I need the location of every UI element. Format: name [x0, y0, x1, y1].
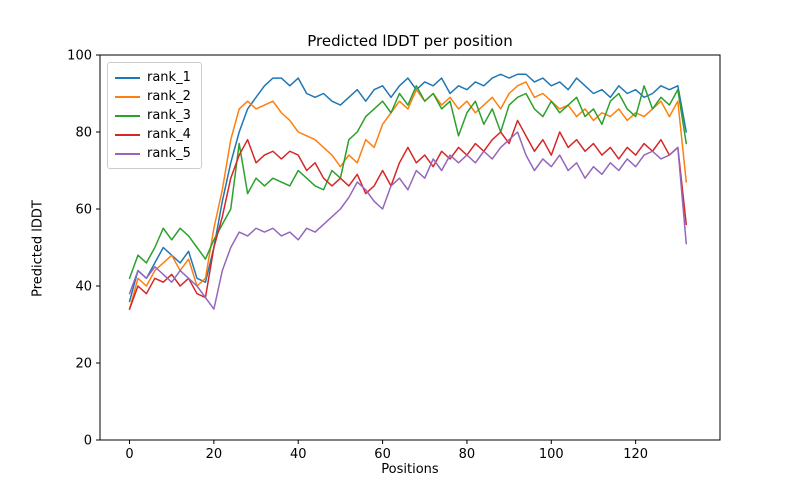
legend-label: rank_4 — [147, 127, 191, 142]
y-tick-label: 100 — [67, 49, 92, 64]
legend-swatch — [115, 114, 140, 117]
legend-label: rank_1 — [147, 70, 191, 85]
legend-label: rank_5 — [147, 146, 191, 161]
x-tick-label: 60 — [374, 447, 391, 462]
y-tick-label: 80 — [75, 126, 92, 141]
legend-swatch — [115, 95, 140, 98]
legend-label: rank_3 — [147, 108, 191, 123]
series-line-rank_3 — [128, 85, 688, 280]
legend-item: rank_1 — [115, 68, 191, 87]
x-axis-label: Positions — [381, 462, 439, 477]
y-tick-label: 20 — [75, 357, 92, 372]
legend-label: rank_2 — [147, 89, 191, 104]
y-axis-label: Predicted lDDT — [30, 200, 46, 297]
x-tick-label: 0 — [125, 447, 133, 462]
x-tick-label: 120 — [623, 447, 648, 462]
series-line-rank_2 — [128, 81, 688, 310]
x-tick-label: 80 — [459, 447, 476, 462]
y-tick-label: 0 — [84, 434, 92, 449]
chart-title: Predicted lDDT per position — [307, 32, 513, 50]
legend-item: rank_2 — [115, 87, 191, 106]
legend: rank_1 rank_2 rank_3 rank_4 rank_5 — [107, 62, 202, 169]
legend-item: rank_4 — [115, 125, 191, 144]
axes-frame — [99, 54, 721, 441]
x-tick-label: 40 — [290, 447, 307, 462]
x-tick-label: 100 — [539, 447, 564, 462]
x-tick-label: 20 — [206, 447, 223, 462]
legend-item: rank_3 — [115, 106, 191, 125]
legend-swatch — [115, 133, 140, 136]
y-tick-label: 60 — [75, 203, 92, 218]
legend-item: rank_5 — [115, 144, 191, 163]
legend-swatch — [115, 152, 140, 155]
legend-swatch — [115, 76, 140, 79]
series-line-rank_4 — [128, 119, 688, 310]
series-line-rank_1 — [128, 73, 688, 303]
y-tick-label: 40 — [75, 280, 92, 295]
series-line-rank_5 — [128, 131, 688, 310]
